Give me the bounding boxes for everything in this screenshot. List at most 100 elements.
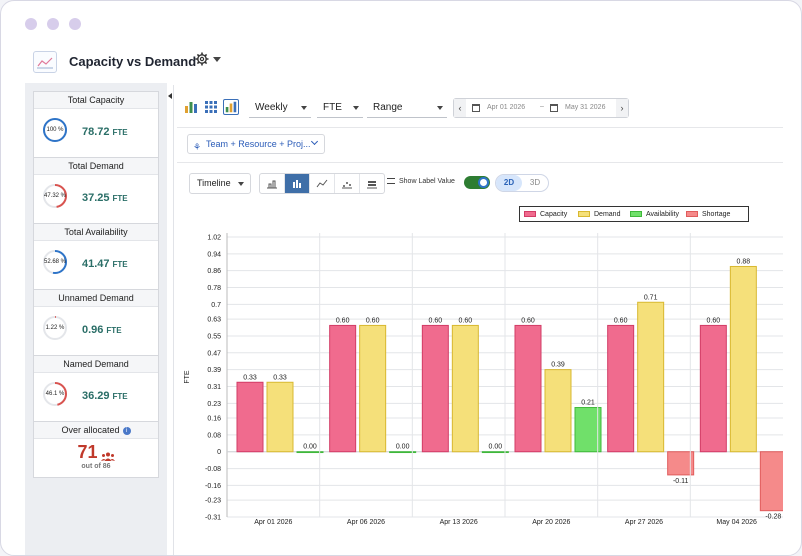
data-label: 0.00 [489,444,503,451]
legend-swatch [686,211,698,218]
percent-label: 100 % [46,127,64,133]
x-tick-label: Apr 27 2026 [625,519,663,526]
page-title: Capacity vs Demand [69,54,197,69]
x-tick-label: Apr 13 2026 [440,519,478,526]
gear-icon[interactable] [194,51,210,67]
data-label: -0.11 [673,478,689,485]
combined-view-icon[interactable] [223,99,239,115]
legend-item[interactable]: Capacity [524,210,567,219]
collapse-sidebar-icon[interactable] [168,93,172,99]
y-tick-label: 0.08 [207,432,221,439]
chart-bar [421,324,449,453]
period-select[interactable]: Weekly [249,98,311,118]
metric-unit: FTE [112,194,128,203]
metric-unit: FTE [112,128,128,137]
date-range-picker[interactable]: ‹ Apr 01 2026 – May 31 2026 › [453,98,629,118]
people-icon [100,449,115,461]
chart-legend: Capacity Demand Availability Shortage [519,206,749,222]
over-allocated-count: 71 [77,442,98,462]
summary-card: Unnamed Demand 1.22 % 0.96 FTE [33,289,159,356]
dim-3d-option[interactable]: 3D [529,178,541,187]
end-date[interactable]: May 31 2026 [565,104,606,111]
dim-2d-option[interactable]: 2D [496,175,522,191]
chart-bar [607,324,635,453]
data-label: 0.60 [614,317,628,324]
period-value: Weekly [255,102,288,113]
page-header: Capacity vs Demand [1,45,801,77]
y-tick-label: 0.39 [207,367,221,374]
window-controls [25,18,81,30]
capacity-demand-chart: FTE 1.02 0.94 0.86 0.78 0.7 0.63 0.55 0.47 0.39 0.… [184,233,783,526]
legend-label: Shortage [702,211,731,218]
window-dot-icon[interactable] [25,18,37,30]
over-allocated-card: Over allocated i 71 out of 86 [33,421,159,478]
summary-card-title: Named Demand [34,356,158,373]
x-tick-label: Apr 20 2026 [532,519,570,526]
y-tick-label: 0.7 [211,302,221,309]
chevron-right-icon[interactable]: › [616,99,628,117]
scatter-chart-icon[interactable] [335,174,360,193]
y-tick-label: 0.86 [207,268,221,275]
data-label: 0.60 [521,317,535,324]
range-select[interactable]: Range [367,98,447,118]
chart-bar [729,265,757,453]
window-dot-icon[interactable] [47,18,59,30]
metric-value: 0.96 FTE [82,324,122,336]
start-date[interactable]: Apr 01 2026 [487,104,526,111]
y-tick-label: -0.16 [205,483,221,490]
metric-value: 37.25 FTE [82,192,128,204]
window-dot-icon[interactable] [69,18,81,30]
data-label: 0.60 [336,317,350,324]
metric-value: 78.72 FTE [82,126,128,138]
progress-ring: 1.22 % [42,315,68,341]
chevron-left-icon[interactable]: ‹ [454,99,466,117]
show-label-value-toggle[interactable] [464,176,490,189]
y-tick-label: 0 [217,449,221,456]
info-icon[interactable]: i [122,426,131,435]
chart-bar [451,324,479,453]
chart-bar [266,381,294,453]
grid-view-icon[interactable] [203,99,219,115]
legend-swatch [524,211,536,218]
view-select[interactable]: Timeline [189,173,251,194]
legend-item[interactable]: Shortage [686,210,730,219]
percent-label: 47.32 % [43,193,67,199]
data-label: 0.60 [429,317,443,324]
y-tick-label: -0.23 [205,498,221,505]
summary-card-title: Over allocated i [34,422,158,439]
grouped-bar-chart-icon[interactable] [285,174,310,193]
metric-unit: FTE [106,326,122,335]
metric-number: 41.47 [82,258,110,270]
percent-label: 46.1 % [45,391,65,397]
progress-ring: 47.32 % [42,183,68,209]
x-tick-label: Apr 06 2026 [347,519,385,526]
metric-number: 37.25 [82,192,110,204]
chart-bar [296,451,324,454]
chevron-down-icon[interactable] [213,57,221,62]
x-tick-label: Apr 01 2026 [254,519,292,526]
legend-item[interactable]: Demand [578,210,620,219]
chart-view-icon[interactable] [183,99,199,115]
summary-card-title: Unnamed Demand [34,290,158,307]
divider [173,85,174,555]
stacked-bar-chart-icon[interactable] [360,174,384,193]
summary-card: Named Demand 46.1 % 36.29 FTE [33,355,159,422]
progress-ring: 46.1 % [42,381,68,407]
bar-chart-icon[interactable] [260,174,285,193]
grouping-select[interactable]: ⚘ Team + Resource + Proj... [187,134,325,154]
data-label: 0.21 [581,400,595,407]
chart-bar [637,301,665,453]
legend-item[interactable]: Availability [630,210,679,219]
chart-bar [329,324,357,453]
measure-select[interactable]: FTE [317,98,363,118]
progress-ring: 100 % [42,117,68,143]
data-label: 0.60 [707,317,721,324]
data-label: 0.71 [644,294,658,301]
line-chart-icon[interactable] [310,174,335,193]
y-tick-label: -0.08 [205,466,221,473]
chart-bar [481,451,509,454]
y-tick-label: 0.31 [207,384,221,391]
y-tick-label: 0.16 [207,416,221,423]
chart-bar [574,407,602,453]
legend-label: Demand [594,211,621,218]
